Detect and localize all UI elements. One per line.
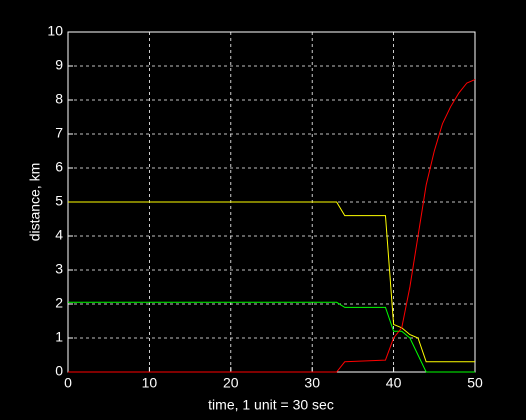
- y-tick-label: 3: [55, 261, 63, 277]
- y-tick-label: 10: [47, 23, 63, 39]
- y-tick-label: 6: [55, 159, 63, 175]
- x-tick-label: 10: [142, 375, 158, 391]
- y-tick-label: 9: [55, 57, 63, 73]
- series-line: [68, 201, 475, 363]
- y-tick-label: 8: [55, 91, 63, 107]
- y-tick-label: 2: [55, 295, 63, 311]
- x-tick-label: 40: [386, 375, 402, 391]
- y-tick-label: 7: [55, 125, 63, 141]
- series-line: [68, 301, 475, 373]
- y-axis-label: distance, km: [27, 163, 43, 242]
- y-tick-label: 1: [55, 329, 63, 345]
- y-tick-label: 0: [55, 363, 63, 379]
- y-tick-label: 5: [55, 193, 63, 209]
- x-tick-label: 20: [223, 375, 239, 391]
- x-axis-label: time, 1 unit = 30 sec: [208, 397, 334, 413]
- x-tick-label: 50: [467, 375, 483, 391]
- y-tick-label: 4: [55, 227, 63, 243]
- x-tick-label: 30: [304, 375, 320, 391]
- x-tick-label: 0: [64, 375, 72, 391]
- series-line: [68, 79, 476, 373]
